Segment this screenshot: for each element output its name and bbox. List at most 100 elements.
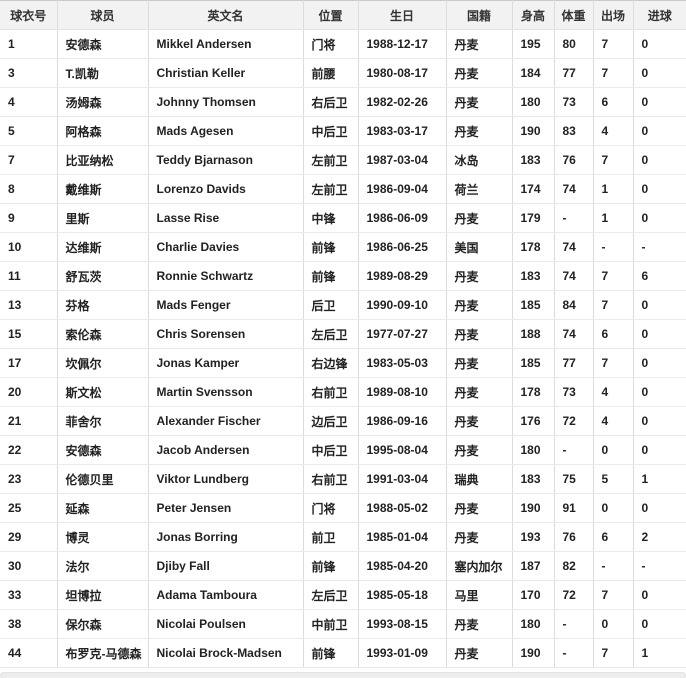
horizontal-scrollbar[interactable]	[0, 672, 686, 678]
cell-height: 190	[512, 638, 555, 668]
cell-appearances: 6	[593, 522, 634, 552]
cell-nationality: 塞内加尔	[446, 551, 513, 581]
table-row: 22 安德森 Jacob Andersen 中后卫 1995-08-04 丹麦 180-0 0	[0, 435, 686, 465]
cell-nationality: 丹麦	[446, 116, 513, 146]
cell-name_en: Nicolai Brock-Madsen	[148, 638, 304, 668]
cell-goals: 0	[633, 203, 686, 233]
cell-jersey_number: 1	[0, 29, 58, 59]
table-row: 23 伦德贝里 Viktor Lundberg 右前卫 1991-03-04 瑞典 183 7…	[0, 464, 686, 494]
cell-birthday: 1977-07-27	[358, 319, 447, 349]
cell-goals: 0	[633, 145, 686, 175]
table-row: 4 汤姆森 Johnny Thomsen 右后卫 1982-02-26 丹麦 180 73 6 0	[0, 87, 686, 117]
cell-appearances: 6	[593, 87, 634, 117]
cell-appearances: 5	[593, 464, 634, 494]
cell-weight: 72	[554, 580, 594, 610]
table-row: 25 延森 Peter Jensen 门将 1988-05-02 丹麦 190 91 0 0	[0, 493, 686, 523]
cell-height: 170	[512, 580, 555, 610]
cell-name_cn: T.凯勒	[57, 58, 149, 88]
cell-name_en: Jonas Borring	[148, 522, 304, 552]
cell-jersey_number: 21	[0, 406, 58, 436]
header-cell-weight: 体重	[554, 0, 594, 30]
cell-goals: 0	[633, 377, 686, 407]
header-cell-name-cn: 球员	[57, 0, 149, 30]
cell-goals: 0	[633, 435, 686, 465]
cell-birthday: 1995-08-04	[358, 435, 447, 465]
cell-name_en: Adama Tamboura	[148, 580, 304, 610]
cell-appearances: 7	[593, 29, 634, 59]
cell-birthday: 1983-03-17	[358, 116, 447, 146]
cell-position: 中后卫	[303, 116, 359, 146]
cell-nationality: 荷兰	[446, 174, 513, 204]
cell-position: 前锋	[303, 551, 359, 581]
table-row: 1 安德森 Mikkel Andersen 门将 1988-12-17 丹麦 195 80 7 0	[0, 29, 686, 59]
cell-appearances: 6	[593, 319, 634, 349]
cell-name_cn: 斯文松	[57, 377, 149, 407]
cell-position: 后卫	[303, 290, 359, 320]
cell-height: 174	[512, 174, 555, 204]
table-row: 8 戴维斯 Lorenzo Davids 左前卫 1986-09-04 荷兰 174 74 1 0	[0, 174, 686, 204]
table-row: 5 阿格森 Mads Agesen 中后卫 1983-03-17 丹麦 190 83 4 0	[0, 116, 686, 146]
cell-weight: -	[554, 435, 594, 465]
cell-height: 188	[512, 319, 555, 349]
cell-weight: 80	[554, 29, 594, 59]
cell-position: 前腰	[303, 58, 359, 88]
cell-height: 184	[512, 58, 555, 88]
cell-jersey_number: 15	[0, 319, 58, 349]
cell-name_cn: 坎佩尔	[57, 348, 149, 378]
cell-position: 左前卫	[303, 174, 359, 204]
cell-weight: 76	[554, 522, 594, 552]
cell-birthday: 1989-08-10	[358, 377, 447, 407]
cell-name_cn: 布罗克-马德森	[57, 638, 149, 668]
cell-jersey_number: 38	[0, 609, 58, 639]
cell-name_en: Peter Jensen	[148, 493, 304, 523]
cell-position: 前锋	[303, 261, 359, 291]
cell-name_cn: 菲舍尔	[57, 406, 149, 436]
cell-name_cn: 保尔森	[57, 609, 149, 639]
cell-height: 180	[512, 609, 555, 639]
header-cell-nationality: 国籍	[446, 0, 513, 30]
cell-birthday: 1989-08-29	[358, 261, 447, 291]
cell-position: 中锋	[303, 203, 359, 233]
table-row: 15 索伦森 Chris Sorensen 左后卫 1977-07-27 丹麦 188 74 6…	[0, 319, 686, 349]
cell-jersey_number: 20	[0, 377, 58, 407]
cell-nationality: 丹麦	[446, 319, 513, 349]
cell-nationality: 丹麦	[446, 348, 513, 378]
cell-weight: 75	[554, 464, 594, 494]
cell-birthday: 1985-04-20	[358, 551, 447, 581]
cell-appearances: -	[593, 551, 634, 581]
cell-weight: 83	[554, 116, 594, 146]
cell-appearances: 1	[593, 174, 634, 204]
cell-birthday: 1986-06-09	[358, 203, 447, 233]
cell-nationality: 马里	[446, 580, 513, 610]
cell-name_cn: 戴维斯	[57, 174, 149, 204]
cell-position: 前锋	[303, 638, 359, 668]
cell-name_en: Mads Agesen	[148, 116, 304, 146]
cell-jersey_number: 5	[0, 116, 58, 146]
cell-position: 中后卫	[303, 435, 359, 465]
cell-height: 176	[512, 406, 555, 436]
cell-goals: 0	[633, 406, 686, 436]
cell-weight: -	[554, 638, 594, 668]
cell-name_cn: 比亚纳松	[57, 145, 149, 175]
cell-jersey_number: 13	[0, 290, 58, 320]
cell-name_en: Djiby Fall	[148, 551, 304, 581]
cell-birthday: 1988-12-17	[358, 29, 447, 59]
cell-name_cn: 里斯	[57, 203, 149, 233]
cell-birthday: 1991-03-04	[358, 464, 447, 494]
cell-name_en: Alexander Fischer	[148, 406, 304, 436]
player-table-body: 1 安德森 Mikkel Andersen 门将 1988-12-17 丹麦 195 80 7 0…	[0, 29, 686, 668]
header-cell-name-en: 英文名	[148, 0, 304, 30]
cell-appearances: 7	[593, 261, 634, 291]
cell-appearances: 7	[593, 348, 634, 378]
cell-nationality: 冰岛	[446, 145, 513, 175]
cell-birthday: 1982-02-26	[358, 87, 447, 117]
cell-name_cn: 伦德贝里	[57, 464, 149, 494]
table-row: 7 比亚纳松 Teddy Bjarnason 左前卫 1987-03-04 冰岛 183 76…	[0, 145, 686, 175]
cell-nationality: 瑞典	[446, 464, 513, 494]
cell-name_cn: 阿格森	[57, 116, 149, 146]
cell-nationality: 丹麦	[446, 493, 513, 523]
cell-weight: 74	[554, 319, 594, 349]
cell-name_en: Christian Keller	[148, 58, 304, 88]
cell-goals: -	[633, 551, 686, 581]
cell-weight: -	[554, 203, 594, 233]
